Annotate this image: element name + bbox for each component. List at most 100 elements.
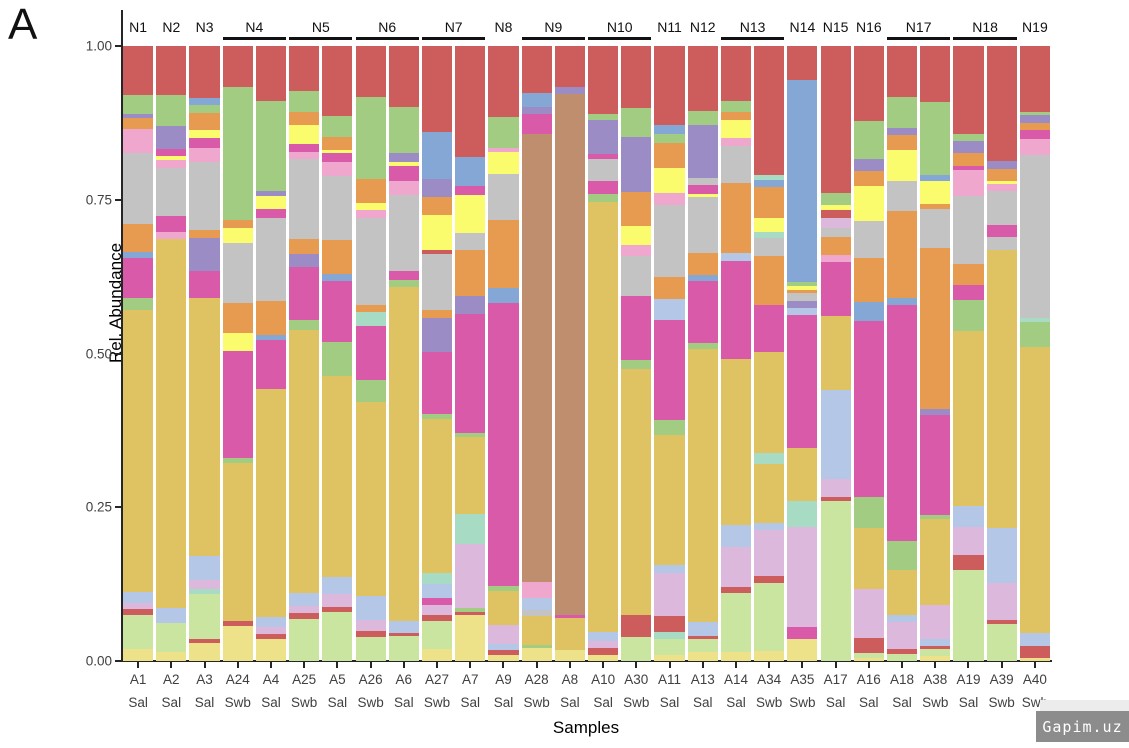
- sample-id-label: A30: [624, 672, 649, 687]
- y-tick-mark: [115, 45, 121, 47]
- segment-purple: [255, 190, 287, 196]
- sample-id-label: A25: [292, 672, 317, 687]
- segment-green: [621, 107, 652, 138]
- sample-id-label: A4: [262, 672, 280, 687]
- y-tick-label: 0.25: [85, 499, 112, 515]
- segment-purple: [953, 141, 984, 154]
- segment-orange: [222, 303, 253, 334]
- segment-magenta: [388, 165, 419, 182]
- segment-green: [421, 413, 453, 419]
- segment-gray: [255, 217, 287, 302]
- segment-magenta: [787, 626, 818, 640]
- segment-lblue: [123, 592, 154, 603]
- sample-source-label: Sal: [859, 695, 879, 710]
- segment-lgreen: [421, 620, 453, 649]
- segment-magenta: [654, 320, 685, 420]
- segment-red: [953, 46, 984, 134]
- segment-pyellow: [588, 655, 619, 661]
- segment-red: [1019, 46, 1050, 112]
- segment-green: [222, 457, 253, 463]
- segment-lilac: [654, 572, 685, 617]
- segment-orange: [355, 305, 386, 313]
- bar-A5: [322, 46, 353, 661]
- segment-magenta: [588, 153, 619, 159]
- segment-lgreen: [355, 636, 386, 661]
- segment-red: [720, 586, 752, 594]
- segment-blue: [123, 251, 154, 258]
- segment-green: [654, 419, 685, 436]
- sample-source-label: Sal: [327, 695, 348, 710]
- segment-red: [754, 46, 785, 176]
- x-tick-label: A25 Swb: [291, 668, 317, 714]
- segment-gray: [455, 232, 486, 251]
- segment-gray: [322, 176, 353, 241]
- segment-pink: [123, 128, 154, 154]
- segment-green: [687, 342, 718, 350]
- x-tick-mark: [170, 662, 173, 668]
- segment-green: [720, 101, 752, 113]
- segment-purple: [455, 296, 486, 314]
- group-rule-N5: [289, 37, 353, 40]
- segment-lilac: [787, 527, 818, 627]
- segment-lgreen: [322, 612, 353, 661]
- segment-pyellow: [687, 651, 718, 661]
- group-rule-N6: [355, 37, 419, 40]
- segment-gray: [687, 196, 718, 253]
- segment-purple: [289, 254, 320, 268]
- segment-green: [488, 116, 519, 148]
- bar-A35: [787, 46, 818, 661]
- segment-blue: [455, 156, 486, 187]
- sample-id-label: A28: [524, 672, 549, 687]
- group-label-N13: N13: [739, 19, 766, 35]
- segment-mint: [654, 631, 685, 640]
- segment-lgreen: [820, 500, 851, 661]
- segment-purple: [156, 125, 187, 149]
- group-label-N9: N9: [544, 19, 563, 35]
- segment-green: [388, 107, 419, 154]
- segment-pink: [720, 138, 752, 146]
- group-rule-N9: [521, 37, 585, 40]
- segment-orange: [421, 309, 453, 319]
- segment-gray: [720, 145, 752, 183]
- segment-green: [521, 644, 552, 649]
- segment-pyellow: [421, 648, 453, 661]
- x-tick-label: A35 Swb: [789, 668, 815, 714]
- segment-gold: [953, 331, 984, 506]
- y-tick-label: 0.75: [85, 192, 112, 208]
- segment-magenta: [289, 144, 320, 152]
- segment-red: [355, 46, 386, 98]
- segment-green: [123, 297, 154, 310]
- segment-blue: [189, 97, 220, 106]
- watermark-shadow: [1040, 700, 1129, 712]
- x-tick-mark: [236, 662, 239, 668]
- group-label-N8: N8: [494, 19, 513, 35]
- sample-source-label: Swb: [523, 695, 550, 710]
- segment-pink: [189, 147, 220, 163]
- segment-orange: [654, 276, 685, 299]
- segment-gold: [123, 309, 154, 593]
- segment-red: [621, 615, 652, 637]
- bar-A4: [255, 46, 287, 661]
- segment-blue: [687, 274, 718, 281]
- segment-lgreen: [886, 653, 918, 661]
- bar-A8: [554, 46, 585, 661]
- segment-green: [787, 282, 818, 286]
- segment-yellow: [720, 119, 752, 139]
- segment-magenta: [455, 313, 486, 434]
- segment-lgreen: [388, 636, 419, 661]
- segment-gray: [355, 217, 386, 306]
- segment-red: [820, 46, 851, 194]
- segment-lgreen: [156, 623, 187, 652]
- segment-yellow: [322, 149, 353, 154]
- bar-A40: [1019, 46, 1050, 661]
- segment-green: [1019, 321, 1050, 347]
- segment-orange: [621, 192, 652, 227]
- segment-red: [820, 209, 851, 219]
- segment-gold: [754, 351, 785, 454]
- segment-green: [123, 95, 154, 114]
- group-label-N17: N17: [905, 19, 932, 35]
- segment-red: [588, 648, 619, 656]
- segment-lilac: [189, 579, 220, 589]
- group-label-N4: N4: [245, 19, 264, 35]
- segment-orange: [687, 252, 718, 275]
